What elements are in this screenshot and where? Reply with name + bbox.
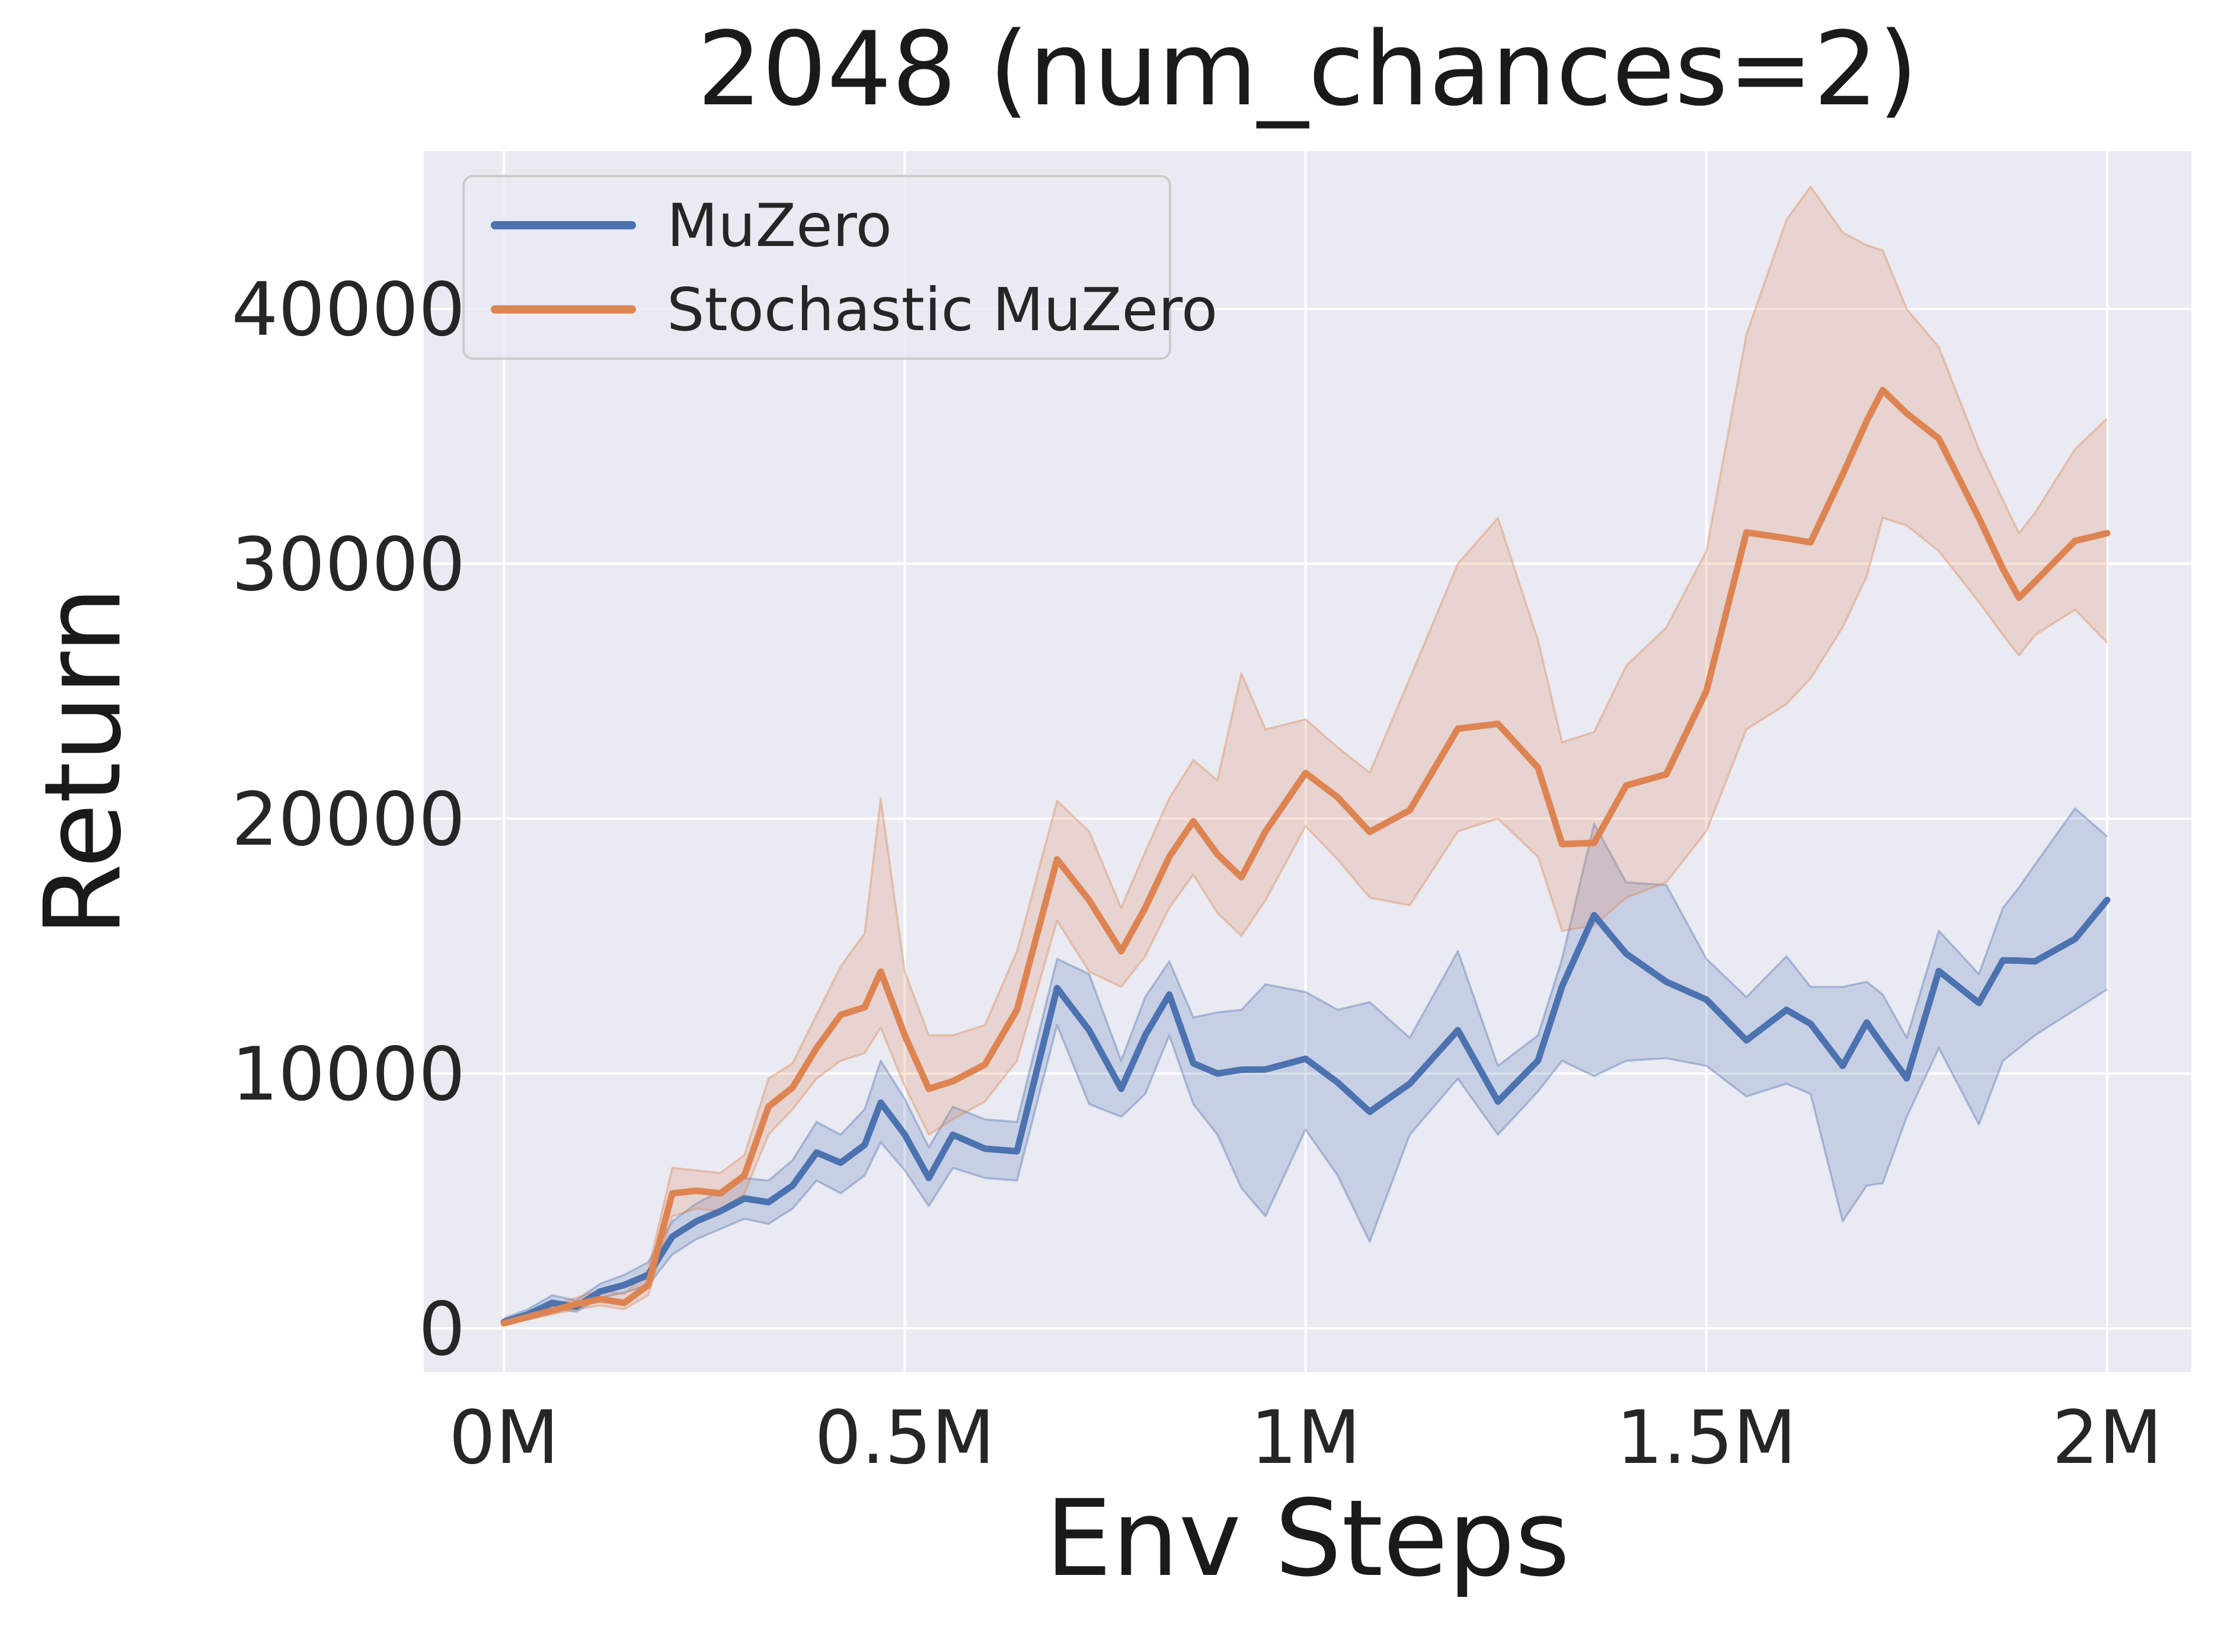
confidence-band-muzero: [504, 808, 2108, 1325]
x-tick-label-0M: 0M: [449, 1395, 559, 1481]
y-tick-label-10000: 10000: [232, 1032, 465, 1117]
legend-line-muzero-icon: [491, 221, 636, 229]
legend-label-stochastic-muzero: Stochastic MuZero: [667, 274, 1218, 344]
y-tick-label-40000: 40000: [232, 267, 465, 353]
confidence-band-upper-edge-stochastic-muzero: [503, 186, 2108, 1322]
x-tick-label-0.5M: 0.5M: [814, 1395, 995, 1481]
x-tick-label-1M: 1M: [1251, 1395, 1361, 1481]
legend-line-stochastic-muzero-icon: [491, 305, 636, 314]
legend-item-muzero: MuZero: [465, 191, 1169, 260]
series-line-stochastic-muzero: [500, 386, 2111, 1327]
y-tick-label-0: 0: [418, 1287, 465, 1372]
series-line-muzero: [500, 896, 2111, 1325]
y-axis-label: Return: [21, 586, 145, 937]
legend: MuZero Stochastic MuZero: [462, 175, 1217, 360]
legend-item-stochastic-muzero: Stochastic MuZero: [465, 275, 1217, 344]
y-tick-label-20000: 20000: [232, 777, 465, 862]
x-tick-label-2M: 2M: [2052, 1395, 2162, 1481]
confidence-band-lower-edge-muzero: [503, 988, 2108, 1326]
legend-label-muzero: MuZero: [667, 190, 892, 260]
chart-title: 2048 (num_chances=2): [697, 9, 1918, 129]
x-axis-label: Env Steps: [1045, 1477, 1570, 1600]
x-tick-label-1.5M: 1.5M: [1616, 1395, 1797, 1481]
y-tick-label-30000: 30000: [232, 522, 465, 608]
